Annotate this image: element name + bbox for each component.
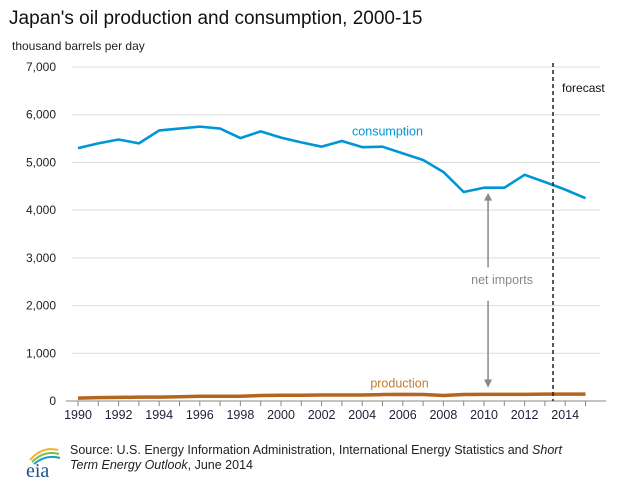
x-tick-label: 1996 [186,408,214,422]
consumption-line [77,125,587,200]
source-text: Source: U.S. Energy Information Administ… [70,443,533,457]
y-tick-label: 6,000 [26,108,56,122]
x-tick-label: 2004 [348,408,376,422]
arrow-up-head-icon [484,192,493,201]
consumption-label: consumption [352,125,423,139]
y-tick-label: 7,000 [26,60,56,74]
source-note: Source: U.S. Energy Information Administ… [70,443,590,473]
production-line [77,392,586,400]
source-date: , June 2014 [187,458,253,472]
annotations: forecast consumption production net impo… [352,63,605,401]
x-tick-label: 1992 [105,408,133,422]
y-tick-label: 0 [49,394,56,408]
source-publication: Short Term Energy Outlook [70,443,562,472]
x-tick-label: 2008 [429,408,457,422]
x-tick-label: 2006 [389,408,417,422]
y-axis-unit-label: thousand barrels per day [12,39,145,53]
x-tick-label: 2012 [511,408,539,422]
y-tick-label: 5,000 [26,155,56,169]
gridlines [72,66,600,354]
y-tick-label: 2,000 [26,299,56,313]
net-imports-label: net imports [471,273,533,287]
x-tick-label: 2000 [267,408,295,422]
x-tick-label: 1998 [226,408,254,422]
forecast-label: forecast [562,81,605,95]
eia-logo-text: eia [26,460,49,480]
arrow-down-head-icon [484,379,493,388]
y-tick-label: 1,000 [26,346,56,360]
y-axis-ticks: 0 1,000 2,000 3,000 4,000 5,000 6,000 7,000 [26,60,56,408]
x-tick-label: 2014 [551,408,579,422]
x-tick-label: 2010 [470,408,498,422]
y-tick-label: 3,000 [26,251,56,265]
x-tick-label: 2002 [308,408,336,422]
y-tick-label: 4,000 [26,203,56,217]
x-tick-label: 1990 [64,408,92,422]
chart-title: Japan's oil production and consumption, … [9,8,423,29]
production-label: production [370,377,428,391]
x-tick-label: 1994 [145,408,173,422]
eia-logo: eia [24,444,64,482]
x-axis: 1990 1992 1994 1996 1998 2000 2002 2004 2006 2008… [64,400,606,422]
series-lines [77,125,587,400]
